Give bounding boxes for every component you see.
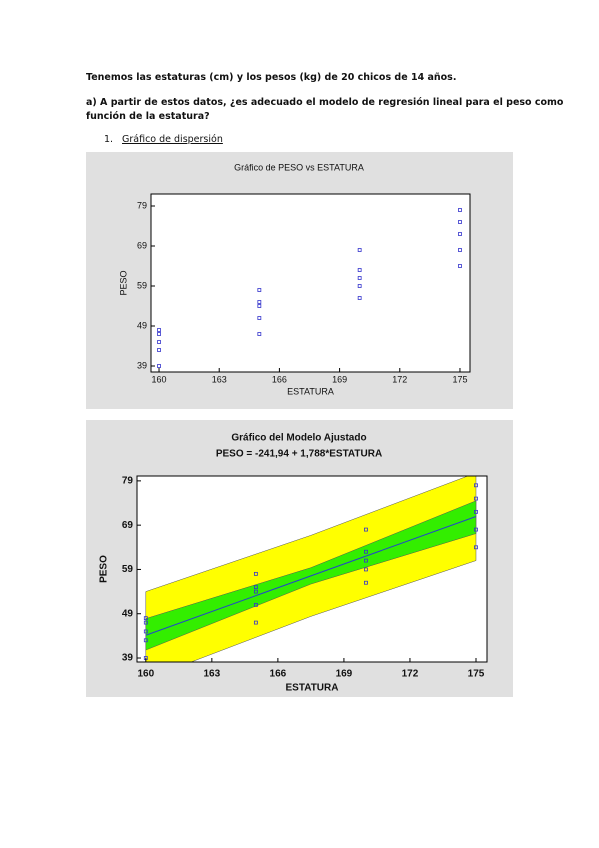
plot-group [143, 476, 478, 662]
data-point [157, 332, 161, 336]
y-tick-label: 39 [137, 360, 147, 370]
data-point [157, 340, 161, 344]
data-point [257, 300, 262, 304]
x-tick-label: 169 [336, 669, 353, 680]
data-point [253, 620, 258, 625]
fit-line [145, 516, 477, 636]
x-tick-label: 163 [212, 374, 227, 384]
data-point [474, 483, 478, 488]
data-point [143, 629, 148, 634]
list-item: Gráfico de dispersión [122, 134, 223, 145]
data-point [474, 527, 478, 532]
x-tick-label: 163 [203, 669, 220, 680]
list-number: 1. [104, 134, 114, 145]
data-point [157, 364, 161, 368]
x-tick-label: 169 [332, 374, 347, 384]
data-point [143, 616, 148, 621]
data-point [157, 348, 161, 352]
y-tick-label: 59 [122, 564, 134, 575]
data-point [257, 304, 262, 308]
x-tick-label: 160 [152, 374, 167, 384]
x-axis-label: ESTATURA [287, 386, 334, 396]
data-point [143, 638, 148, 643]
data-point [143, 620, 148, 625]
y-tick-label: 69 [122, 520, 134, 531]
chart-panel: Gráfico de PESO vs ESTATURA 160 163 166 169 1… [86, 152, 513, 409]
data-point [458, 220, 462, 224]
data-point [357, 268, 362, 272]
question: función de la estatura? [86, 111, 210, 122]
x-tick-label: 175 [452, 374, 467, 384]
y-axis-label: PESO [118, 270, 128, 295]
y-tick-label: 49 [137, 320, 147, 330]
data-point [257, 288, 262, 292]
data-point [364, 549, 368, 554]
plot-area [151, 194, 470, 372]
data-point [474, 496, 478, 501]
data-point [364, 527, 368, 532]
data-point [357, 296, 362, 300]
y-tick-label: 39 [122, 653, 134, 664]
data-point [458, 264, 462, 268]
data-point [157, 328, 161, 332]
plot-frame [150, 193, 471, 373]
intro: Tenemos las estaturas (cm) y los pesos (… [86, 72, 457, 83]
data-point [364, 567, 368, 572]
chart-title: Gráfico del Modelo Ajustado [231, 433, 366, 444]
x-tick-label: 172 [402, 669, 419, 680]
data-point [257, 316, 262, 320]
plot-group [157, 208, 462, 368]
x-tick-label: 160 [137, 669, 154, 680]
y-axis-label: PESO [99, 555, 110, 583]
data-point [357, 248, 362, 252]
data-point [253, 585, 258, 590]
x-tick-label: 175 [468, 669, 485, 680]
data-point [364, 580, 368, 585]
data-point [458, 232, 462, 236]
question: a) A partir de estos datos, ¿es adecuado… [86, 97, 564, 108]
data-point [253, 602, 258, 607]
data-point [357, 284, 362, 288]
data-point [474, 509, 478, 514]
y-tick-label: 49 [122, 608, 134, 619]
chart-title: Gráfico de PESO vs ESTATURA [234, 162, 364, 172]
x-axis-label: ESTATURA [286, 683, 339, 694]
x-tick-label: 166 [272, 374, 287, 384]
y-tick-label: 69 [137, 240, 147, 250]
y-tick-label: 79 [137, 200, 147, 210]
data-point [364, 558, 368, 563]
chart-subtitle: PESO = -241,94 + 1,788*ESTATURA [216, 449, 382, 460]
data-point [357, 276, 362, 280]
y-tick-label: 79 [122, 476, 134, 487]
data-point [253, 571, 258, 576]
x-tick-label: 166 [270, 669, 287, 680]
data-point [474, 545, 478, 550]
data-point [458, 208, 462, 212]
x-tick-label: 172 [392, 374, 407, 384]
y-tick-label: 59 [137, 280, 147, 290]
data-point [253, 589, 258, 594]
data-point [458, 248, 462, 252]
chart-panel: Gráfico del Modelo Ajustado PESO = -241,9… [86, 420, 513, 697]
data-point [257, 332, 262, 336]
